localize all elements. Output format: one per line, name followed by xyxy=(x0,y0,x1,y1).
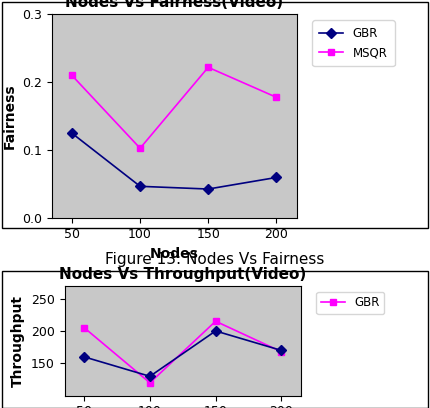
X-axis label: Nodes: Nodes xyxy=(150,246,199,261)
MSQR xyxy=(273,95,279,100)
Legend: GBR, MSQR: GBR, MSQR xyxy=(313,20,394,66)
Legend: GBR: GBR xyxy=(316,291,384,314)
GBR xyxy=(138,184,143,189)
Line: GBR: GBR xyxy=(68,130,280,193)
GBR xyxy=(273,175,279,180)
Title: Nodes Vs Fairness(Video): Nodes Vs Fairness(Video) xyxy=(65,0,283,10)
Y-axis label: Fairness: Fairness xyxy=(2,84,16,149)
MSQR xyxy=(70,73,75,78)
Y-axis label: Throughput: Throughput xyxy=(11,295,25,387)
Line: MSQR: MSQR xyxy=(68,64,280,152)
GBR xyxy=(70,131,75,136)
GBR xyxy=(206,186,211,191)
MSQR xyxy=(138,146,143,151)
MSQR xyxy=(206,65,211,70)
Text: Figure 13: Nodes Vs Fairness: Figure 13: Nodes Vs Fairness xyxy=(105,252,325,266)
Title: Nodes Vs Throughput(Video): Nodes Vs Throughput(Video) xyxy=(59,267,306,282)
